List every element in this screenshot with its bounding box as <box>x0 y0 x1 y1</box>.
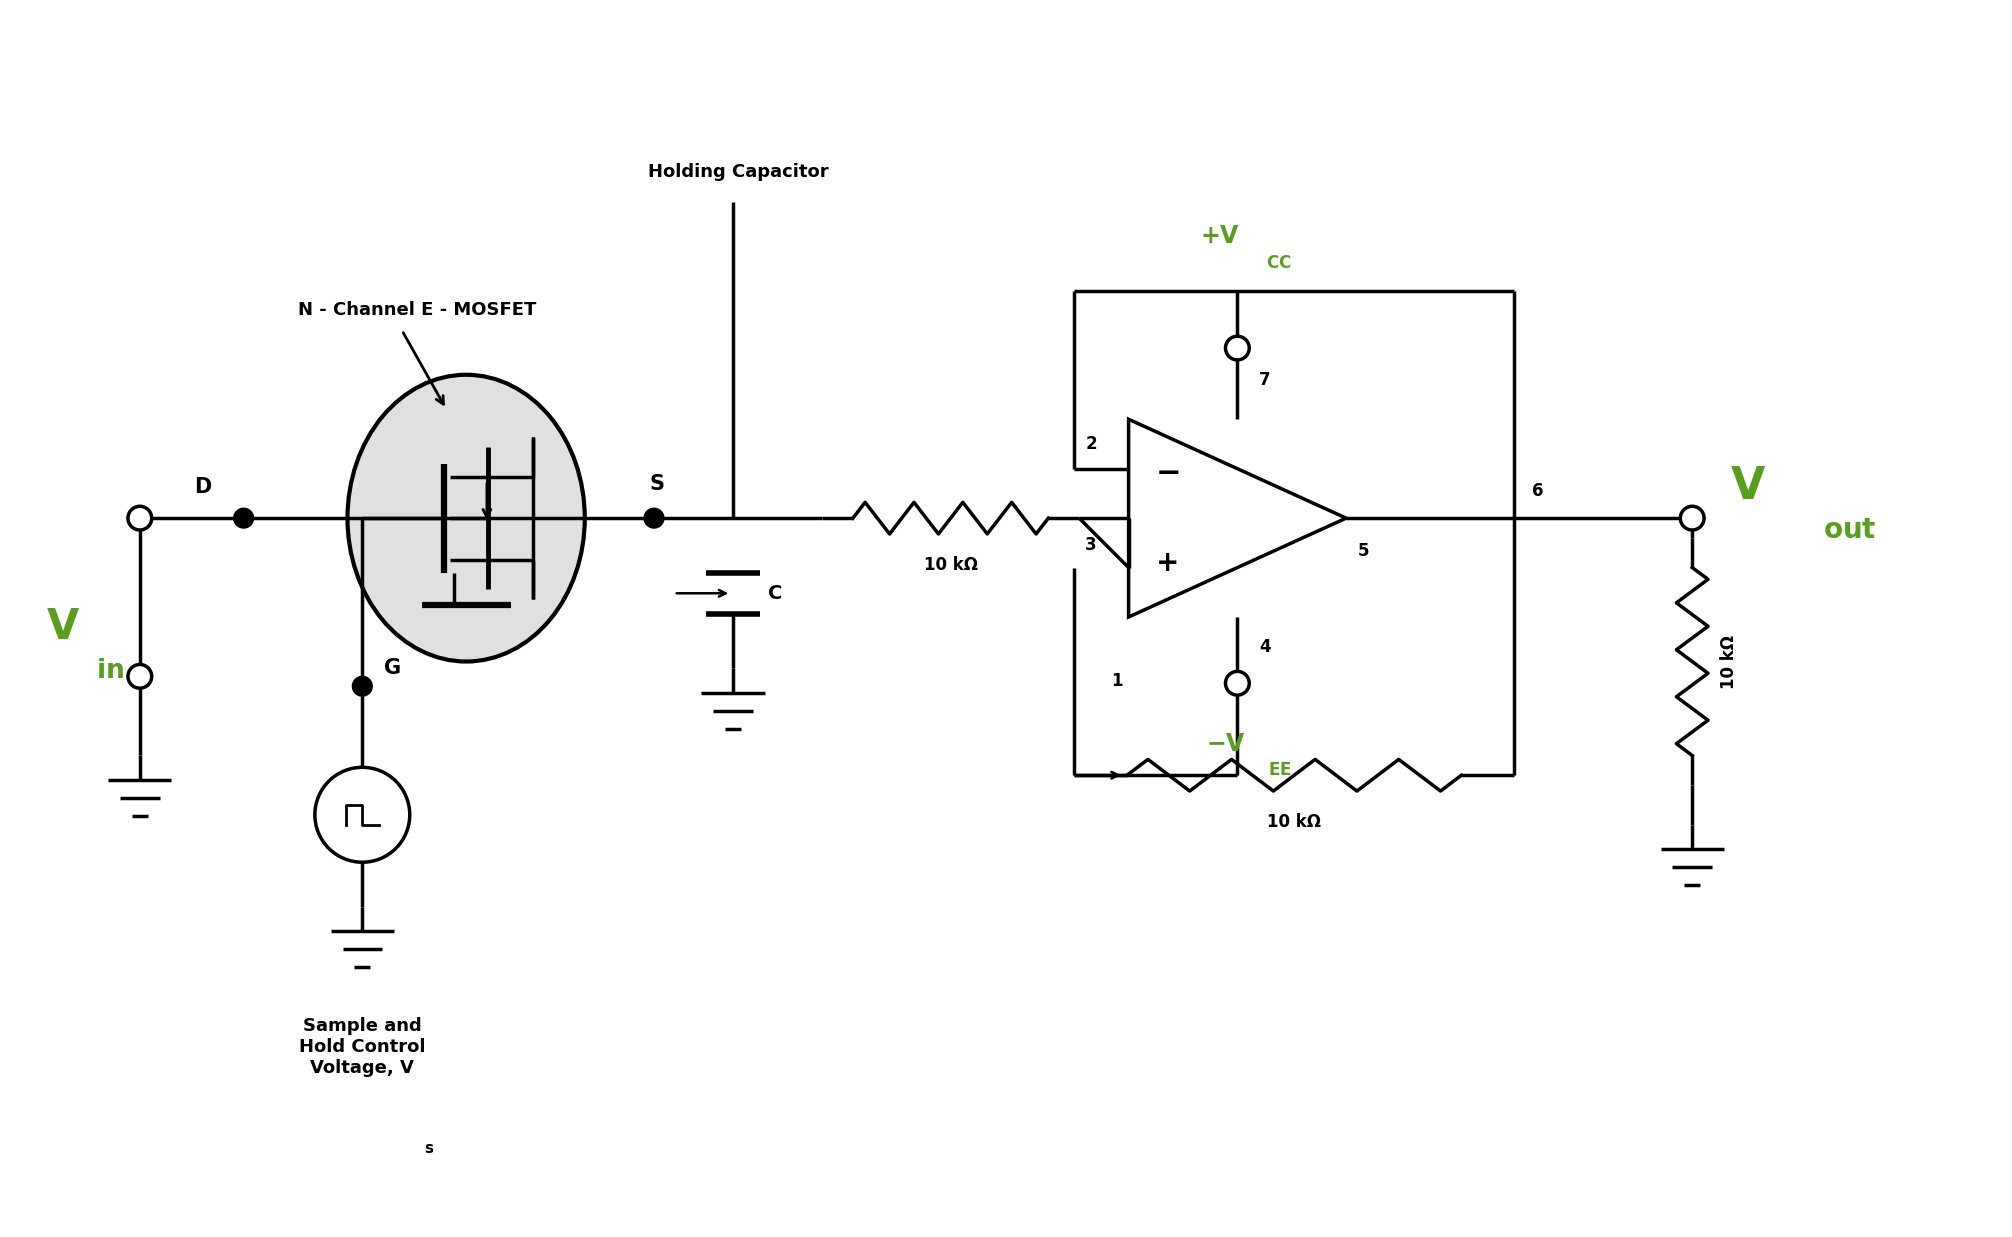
Circle shape <box>1225 672 1249 695</box>
Circle shape <box>1680 506 1704 529</box>
Circle shape <box>644 508 664 528</box>
Circle shape <box>129 664 151 688</box>
Text: −: − <box>1155 459 1181 489</box>
Text: $\bf{+V}$: $\bf{+V}$ <box>1199 224 1239 249</box>
Text: $\mathbf{V}$: $\mathbf{V}$ <box>46 606 80 648</box>
Text: 10 kΩ: 10 kΩ <box>1720 635 1738 689</box>
Circle shape <box>129 506 151 529</box>
Text: N - Channel E - MOSFET: N - Channel E - MOSFET <box>298 302 537 319</box>
Text: 10 kΩ: 10 kΩ <box>1268 813 1322 831</box>
Text: $\bf{CC}$: $\bf{CC}$ <box>1266 254 1292 272</box>
Text: +: + <box>1157 549 1179 576</box>
Text: 3: 3 <box>1084 536 1097 554</box>
Text: $\mathbf{V}$: $\mathbf{V}$ <box>1730 465 1767 508</box>
Text: 2: 2 <box>1084 435 1097 453</box>
Circle shape <box>233 508 254 528</box>
Text: 1: 1 <box>1111 672 1123 690</box>
Text: 4: 4 <box>1260 637 1272 656</box>
Text: D: D <box>195 477 211 497</box>
Text: Sample and
Hold Control
Voltage, V: Sample and Hold Control Voltage, V <box>300 1018 427 1077</box>
Circle shape <box>352 677 372 696</box>
Text: 10 kΩ: 10 kΩ <box>924 555 978 574</box>
Text: 6: 6 <box>1531 482 1543 501</box>
Text: $\bf{-V}$: $\bf{-V}$ <box>1205 731 1245 756</box>
Text: G: G <box>384 658 400 678</box>
Ellipse shape <box>348 375 585 662</box>
Text: $\mathbf{out}$: $\mathbf{out}$ <box>1823 516 1875 544</box>
Text: C: C <box>769 584 783 602</box>
Text: Holding Capacitor: Holding Capacitor <box>648 163 829 181</box>
Text: $\bf{EE}$: $\bf{EE}$ <box>1268 761 1292 779</box>
Text: 7: 7 <box>1260 371 1272 388</box>
Text: s: s <box>425 1142 433 1157</box>
Text: S: S <box>650 475 664 495</box>
Circle shape <box>1225 336 1249 360</box>
Text: 5: 5 <box>1358 542 1370 559</box>
Text: $\mathbf{in}$: $\mathbf{in}$ <box>97 658 125 684</box>
